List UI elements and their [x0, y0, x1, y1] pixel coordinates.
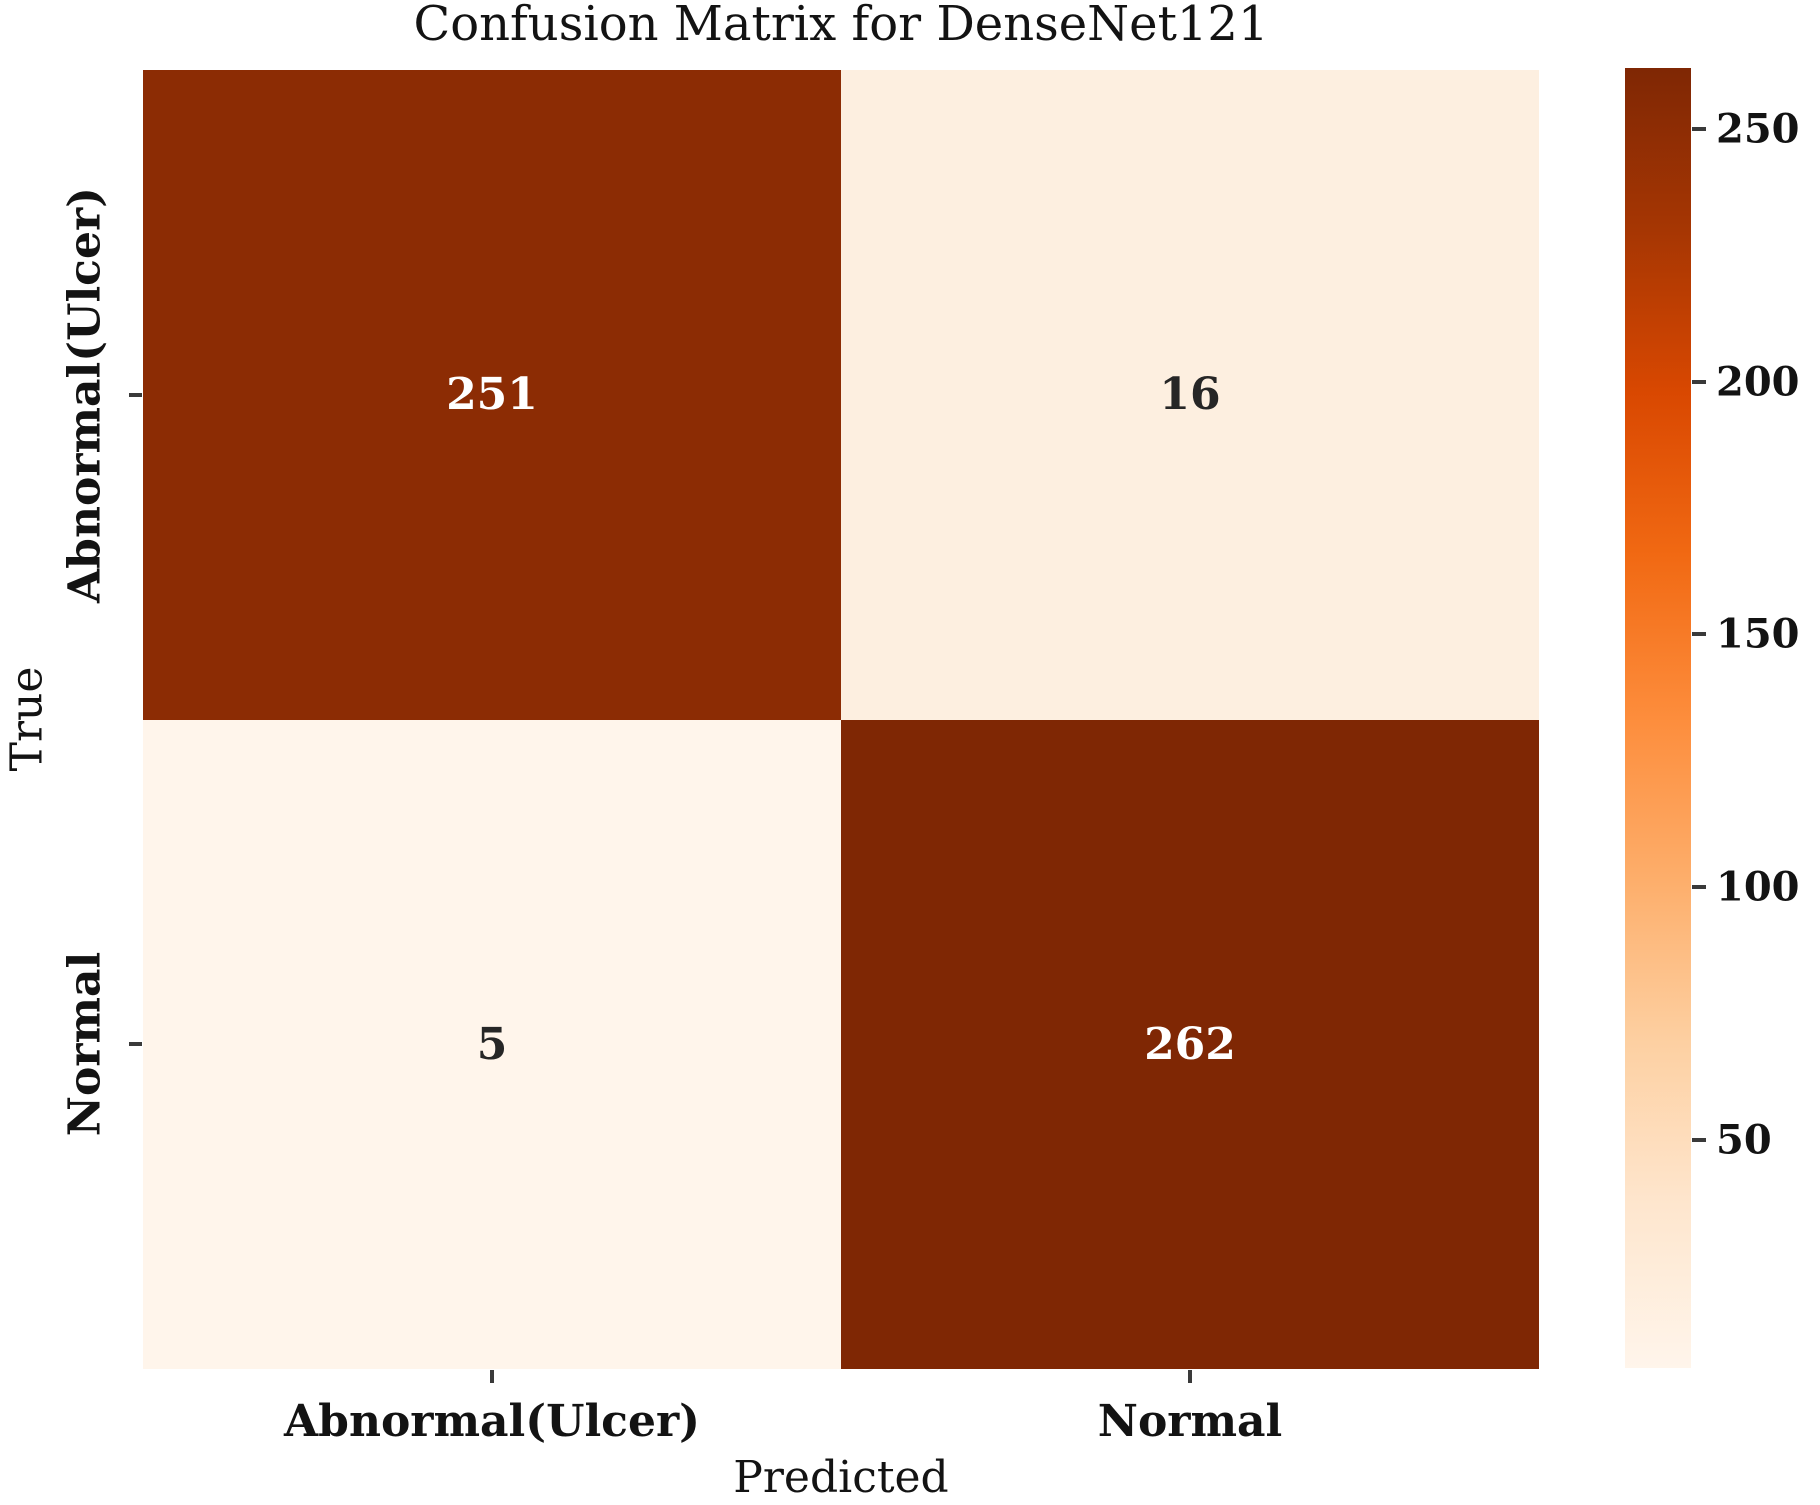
- y-tick-mark-normal: [129, 1042, 142, 1046]
- y-tick-label-normal: Normal: [59, 951, 111, 1137]
- x-axis-title: Predicted: [733, 1452, 949, 1503]
- x-tick-mark-normal: [1188, 1370, 1192, 1383]
- colorbar-tick-label-200: 200: [1716, 358, 1800, 406]
- colorbar-tick-label-250: 250: [1716, 105, 1800, 153]
- colorbar-gradient: [1625, 68, 1691, 1368]
- x-tick-label-normal: Normal: [1097, 1396, 1283, 1447]
- colorbar-tick-label-150: 150: [1716, 610, 1800, 658]
- y-tick-mark-abnormal: [129, 393, 142, 397]
- colorbar-tick-mark-250: [1692, 127, 1706, 131]
- matrix-cell-true-normal-pred-normal: 262: [841, 719, 1539, 1369]
- chart-title: Confusion Matrix for DenseNet121: [413, 0, 1269, 52]
- colorbar-tick-mark-200: [1692, 380, 1706, 384]
- x-tick-label-abnormal: Abnormal(Ulcer): [284, 1396, 700, 1447]
- matrix-cell-true-abnormal-pred-abnormal: 251: [143, 70, 841, 720]
- matrix-cell-true-normal-pred-abnormal: 5: [143, 719, 841, 1369]
- y-axis-title: True: [1, 666, 53, 772]
- matrix-cell-true-abnormal-pred-normal: 16: [841, 70, 1539, 720]
- colorbar-tick-label-50: 50: [1716, 1116, 1772, 1164]
- heatmap: 251 16 5 262: [143, 70, 1539, 1369]
- colorbar-tick-mark-100: [1692, 885, 1706, 889]
- colorbar-tick-label-100: 100: [1716, 863, 1800, 911]
- x-tick-mark-abnormal: [490, 1370, 494, 1383]
- y-tick-label-abnormal: Abnormal(Ulcer): [59, 187, 111, 603]
- colorbar-tick-mark-50: [1692, 1138, 1706, 1142]
- colorbar-tick-mark-150: [1692, 632, 1706, 636]
